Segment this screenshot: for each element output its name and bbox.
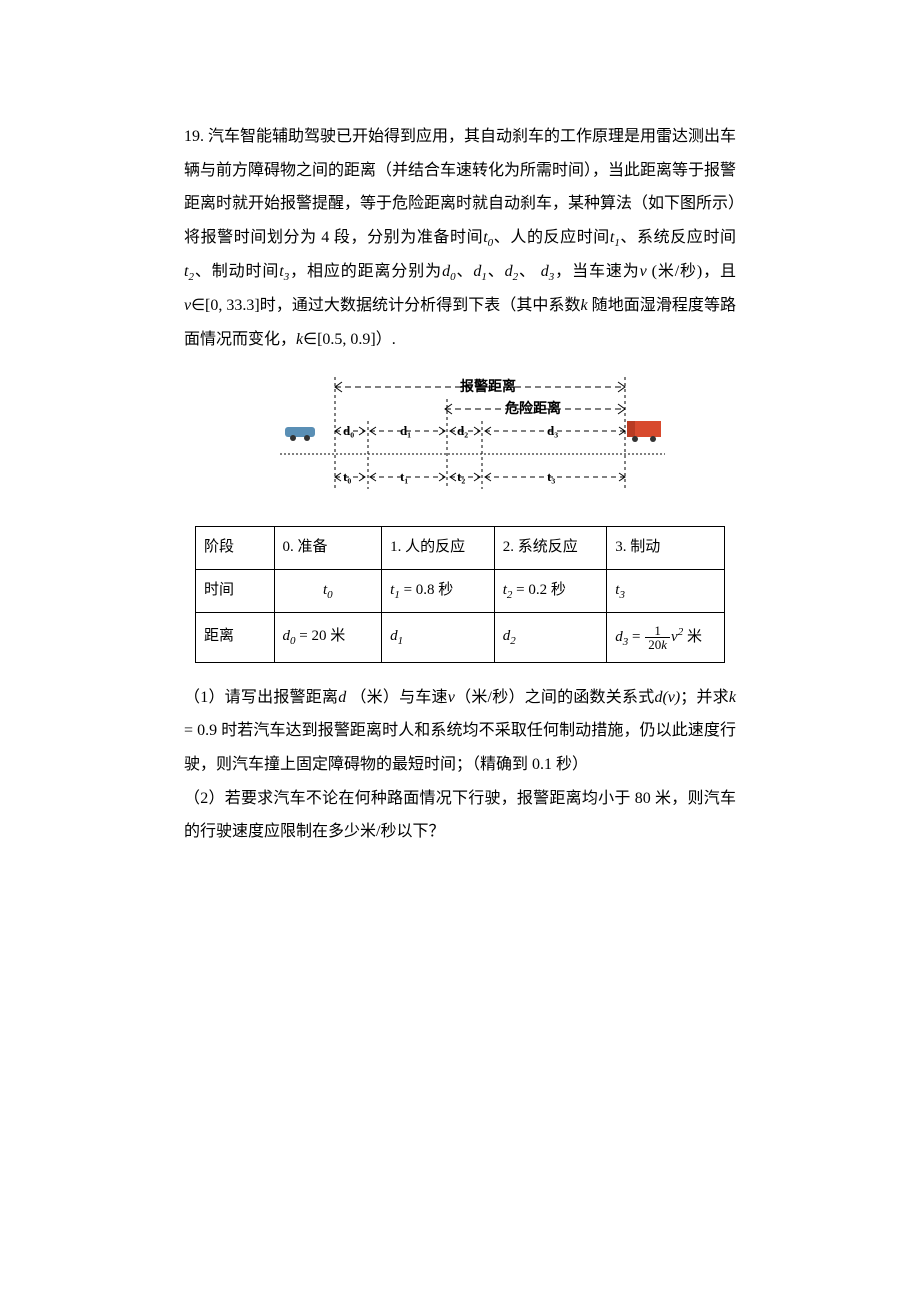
var-d3: d3 [541,263,555,280]
t0-label: t₀ [343,469,351,484]
th-1: 0. 准备 [274,527,382,570]
var-t1: t1 [610,229,620,246]
func-dv: d(v) [654,689,680,706]
table-row: 时间 t0 t1 = 0.8 秒 t2 = 0.2 秒 t3 [196,569,725,612]
var-t2: t2 [184,263,194,280]
dist-c1: d1 [382,612,495,662]
var-t0: t0 [483,229,493,246]
question-2: （2）若要求汽车不论在何种路面情况下行驶，报警距离均小于 80 米，则汽车的行驶… [184,782,736,849]
timeline-diagram: 报警距离 危险距离 d₀ d₁ [184,369,736,522]
th-2: 1. 人的反应 [382,527,495,570]
table-row: 距离 d0 = 20 米 d1 d2 d3 = 120kv2 米 [196,612,725,662]
th-4: 3. 制动 [607,527,725,570]
t3-label: t₃ [547,469,555,484]
danger-label: 危险距离 [504,400,561,417]
time-c2: t2 = 0.2 秒 [494,569,607,612]
alarm-label: 报警距离 [460,378,516,395]
table-row: 阶段 0. 准备 1. 人的反应 2. 系统反应 3. 制动 [196,527,725,570]
data-table: 阶段 0. 准备 1. 人的反应 2. 系统反应 3. 制动 时间 t0 t1 … [195,526,725,663]
th-3: 2. 系统反应 [494,527,607,570]
problem-intro: 19. 汽车智能辅助驾驶已开始得到应用，其自动刹车的工作原理是用雷达测出车辆与前… [184,120,736,357]
question-1: （1）请写出报警距离d （米）与车速v（米/秒）之间的函数关系式d(v)；并求k… [184,681,736,782]
var-d1: d1 [473,263,487,280]
time-c1: t1 = 0.8 秒 [382,569,495,612]
var-v: v [640,263,647,280]
problem-number: 19. [184,128,204,145]
time-c3: t3 [607,569,725,612]
time-label: 时间 [196,569,275,612]
var-t3: t3 [279,263,289,280]
time-c0: t0 [274,569,382,612]
th-0: 阶段 [196,527,275,570]
var-d2: d2 [505,263,519,280]
var-d0: d0 [442,263,456,280]
dist-label: 距离 [196,612,275,662]
d3-label: d₃ [547,423,558,438]
dist-c0: d0 = 20 米 [274,612,382,662]
d2-label: d₂ [457,423,468,438]
var-k: k [581,297,588,314]
d0-label: d₀ [343,423,354,438]
car-icon [285,427,315,441]
dist-c3: d3 = 120kv2 米 [607,612,725,662]
intro-t0-label: 时间 [450,229,483,246]
t1-label: t₁ [400,469,408,484]
t2-label: t₂ [457,469,465,484]
truck-icon [627,421,661,442]
dist-c2: d2 [494,612,607,662]
d1-label: d₁ [400,423,411,438]
